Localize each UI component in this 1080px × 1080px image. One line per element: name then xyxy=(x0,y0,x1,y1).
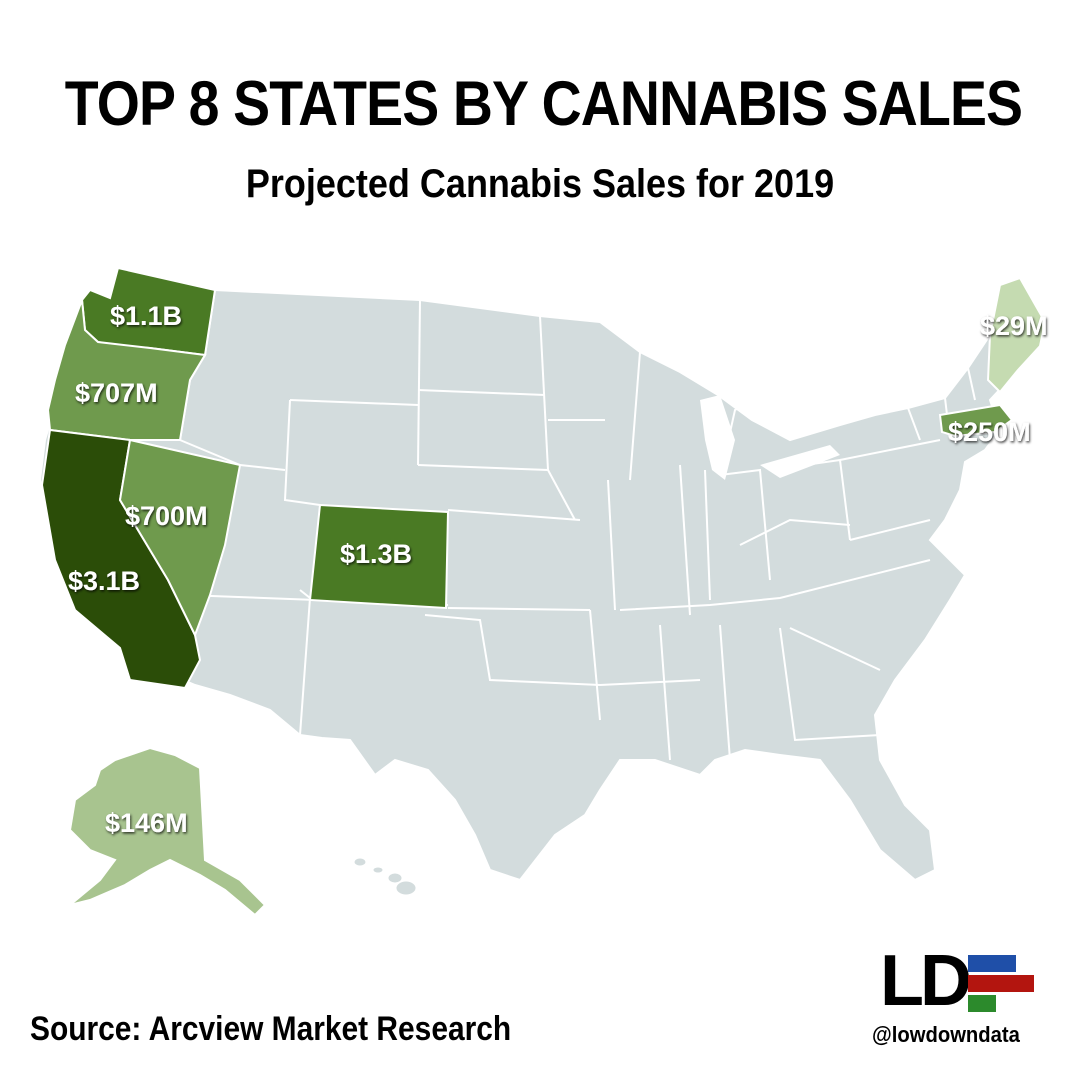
label-nevada: $700M xyxy=(125,501,208,531)
social-handle: @lowdowndata xyxy=(872,1022,1020,1047)
label-alaska: $146M xyxy=(105,808,188,838)
label-colorado: $1.3B xyxy=(340,539,412,569)
state-alaska xyxy=(68,746,267,917)
logo-blue-bar xyxy=(968,955,1016,972)
label-maine: $29M xyxy=(980,311,1048,341)
state-nevada xyxy=(118,438,242,638)
label-oregon: $707M xyxy=(75,378,158,408)
logo-green-bar xyxy=(968,995,996,1012)
logo-letters: LD xyxy=(880,941,972,1021)
page-title: TOP 8 STATES BY CANNABIS SALES xyxy=(64,69,1023,139)
page-subtitle: Projected Cannabis Sales for 2019 xyxy=(245,162,835,206)
label-california: $3.1B xyxy=(68,566,140,596)
state-maine xyxy=(986,276,1047,394)
logo-red-bar xyxy=(968,975,1034,992)
source-text: Source: Arcview Market Research xyxy=(30,1010,512,1048)
state-oregon xyxy=(46,299,207,441)
great-lakes xyxy=(700,395,735,480)
state-massachusetts xyxy=(938,403,1014,438)
state-colorado xyxy=(308,503,450,610)
state-hawaii xyxy=(353,857,417,896)
label-washington: $1.1B xyxy=(110,301,182,331)
label-massachusetts: $250M xyxy=(948,417,1031,447)
great-lakes xyxy=(760,445,840,478)
